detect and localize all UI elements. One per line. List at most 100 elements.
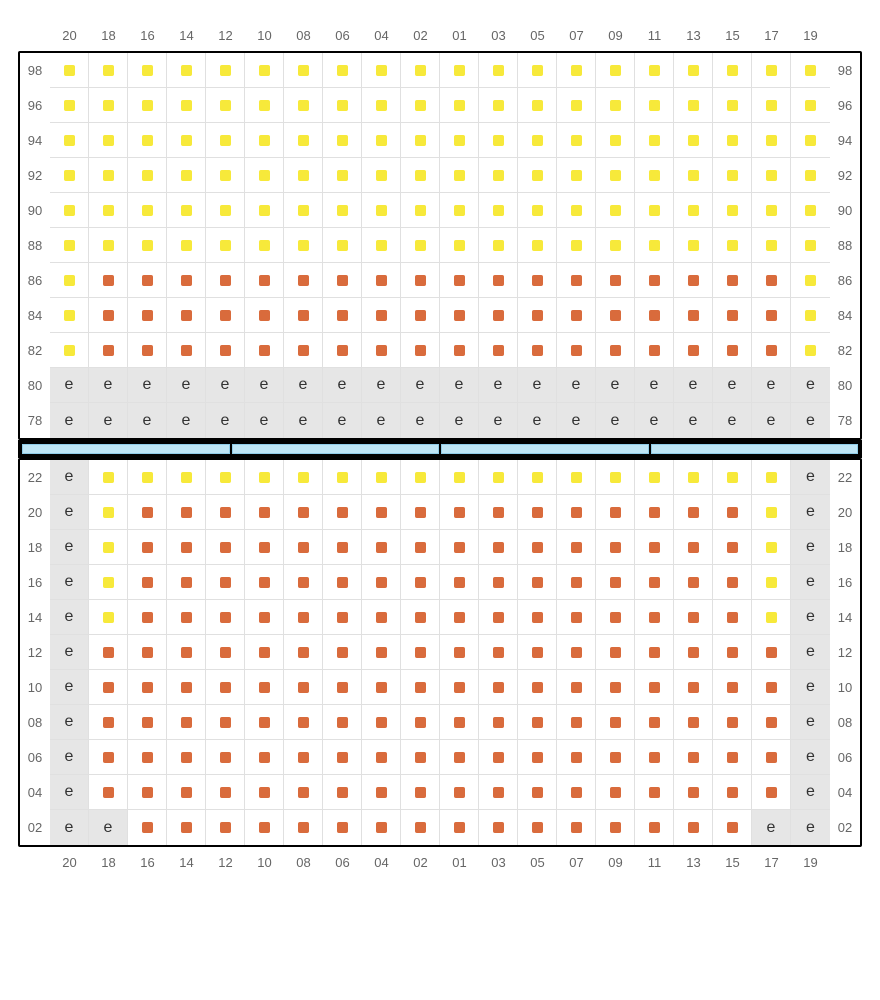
seat-cell[interactable] bbox=[518, 530, 557, 565]
seat-cell[interactable] bbox=[596, 88, 635, 123]
seat-orange[interactable] bbox=[649, 612, 660, 623]
seat-orange[interactable] bbox=[142, 345, 153, 356]
seat-orange[interactable] bbox=[181, 275, 192, 286]
seat-yellow[interactable] bbox=[415, 100, 426, 111]
seat-orange[interactable] bbox=[454, 787, 465, 798]
seat-cell[interactable] bbox=[674, 333, 713, 368]
seat-yellow[interactable] bbox=[181, 472, 192, 483]
seat-cell[interactable] bbox=[635, 123, 674, 158]
seat-orange[interactable] bbox=[532, 275, 543, 286]
seat-cell[interactable] bbox=[167, 460, 206, 495]
seat-orange[interactable] bbox=[259, 682, 270, 693]
seat-orange[interactable] bbox=[337, 822, 348, 833]
seat-orange[interactable] bbox=[766, 310, 777, 321]
seat-yellow[interactable] bbox=[181, 205, 192, 216]
seat-cell[interactable] bbox=[401, 460, 440, 495]
seat-cell[interactable] bbox=[206, 228, 245, 263]
seat-cell[interactable] bbox=[284, 263, 323, 298]
seat-orange[interactable] bbox=[103, 310, 114, 321]
seat-cell[interactable] bbox=[323, 740, 362, 775]
seat-cell[interactable] bbox=[167, 565, 206, 600]
seat-cell[interactable] bbox=[518, 298, 557, 333]
seat-yellow[interactable] bbox=[727, 100, 738, 111]
seat-cell[interactable] bbox=[557, 670, 596, 705]
seat-orange[interactable] bbox=[727, 507, 738, 518]
seat-cell[interactable] bbox=[713, 670, 752, 705]
seat-orange[interactable] bbox=[766, 787, 777, 798]
seat-orange[interactable] bbox=[142, 577, 153, 588]
seat-cell[interactable] bbox=[50, 298, 89, 333]
seat-cell[interactable] bbox=[89, 460, 128, 495]
seat-orange[interactable] bbox=[103, 682, 114, 693]
seat-cell[interactable] bbox=[479, 635, 518, 670]
seat-orange[interactable] bbox=[220, 682, 231, 693]
seat-yellow[interactable] bbox=[103, 472, 114, 483]
seat-cell[interactable] bbox=[635, 565, 674, 600]
seat-cell[interactable] bbox=[401, 670, 440, 705]
seat-yellow[interactable] bbox=[142, 170, 153, 181]
seat-yellow[interactable] bbox=[532, 170, 543, 181]
seat-orange[interactable] bbox=[454, 612, 465, 623]
seat-yellow[interactable] bbox=[64, 100, 75, 111]
seat-cell[interactable] bbox=[401, 775, 440, 810]
seat-yellow[interactable] bbox=[805, 205, 816, 216]
seat-cell[interactable] bbox=[206, 53, 245, 88]
seat-cell[interactable] bbox=[362, 530, 401, 565]
seat-cell[interactable] bbox=[674, 670, 713, 705]
seat-orange[interactable] bbox=[298, 542, 309, 553]
seat-cell[interactable] bbox=[596, 775, 635, 810]
seat-cell[interactable] bbox=[518, 775, 557, 810]
seat-orange[interactable] bbox=[259, 345, 270, 356]
seat-orange[interactable] bbox=[298, 310, 309, 321]
seat-yellow[interactable] bbox=[727, 65, 738, 76]
seat-cell[interactable] bbox=[479, 600, 518, 635]
seat-cell[interactable] bbox=[323, 810, 362, 845]
seat-orange[interactable] bbox=[142, 612, 153, 623]
seat-cell[interactable] bbox=[440, 635, 479, 670]
seat-orange[interactable] bbox=[103, 647, 114, 658]
seat-cell[interactable] bbox=[167, 298, 206, 333]
seat-orange[interactable] bbox=[610, 507, 621, 518]
seat-orange[interactable] bbox=[181, 345, 192, 356]
seat-cell[interactable] bbox=[362, 600, 401, 635]
seat-yellow[interactable] bbox=[610, 100, 621, 111]
seat-orange[interactable] bbox=[532, 542, 543, 553]
seat-cell[interactable] bbox=[479, 670, 518, 705]
seat-cell[interactable] bbox=[518, 333, 557, 368]
seat-cell[interactable] bbox=[206, 460, 245, 495]
seat-cell[interactable] bbox=[245, 158, 284, 193]
seat-cell[interactable] bbox=[323, 298, 362, 333]
seat-yellow[interactable] bbox=[298, 240, 309, 251]
seat-cell[interactable] bbox=[752, 158, 791, 193]
seat-cell[interactable] bbox=[791, 333, 830, 368]
seat-cell[interactable] bbox=[635, 228, 674, 263]
seat-orange[interactable] bbox=[610, 542, 621, 553]
seat-yellow[interactable] bbox=[259, 240, 270, 251]
seat-yellow[interactable] bbox=[805, 275, 816, 286]
seat-orange[interactable] bbox=[727, 345, 738, 356]
seat-cell[interactable] bbox=[362, 193, 401, 228]
seat-orange[interactable] bbox=[688, 717, 699, 728]
seat-orange[interactable] bbox=[376, 310, 387, 321]
seat-cell[interactable] bbox=[713, 775, 752, 810]
seat-yellow[interactable] bbox=[415, 240, 426, 251]
seat-cell[interactable] bbox=[713, 565, 752, 600]
seat-orange[interactable] bbox=[688, 822, 699, 833]
seat-orange[interactable] bbox=[454, 310, 465, 321]
seat-cell[interactable] bbox=[596, 495, 635, 530]
seat-orange[interactable] bbox=[259, 647, 270, 658]
seat-cell[interactable] bbox=[89, 495, 128, 530]
seat-orange[interactable] bbox=[298, 682, 309, 693]
seat-cell[interactable] bbox=[440, 495, 479, 530]
seat-yellow[interactable] bbox=[337, 135, 348, 146]
seat-cell[interactable] bbox=[245, 123, 284, 158]
seat-cell[interactable] bbox=[284, 565, 323, 600]
seat-cell[interactable] bbox=[713, 193, 752, 228]
seat-orange[interactable] bbox=[454, 647, 465, 658]
seat-orange[interactable] bbox=[337, 787, 348, 798]
seat-orange[interactable] bbox=[610, 787, 621, 798]
seat-orange[interactable] bbox=[376, 275, 387, 286]
seat-cell[interactable] bbox=[713, 333, 752, 368]
seat-cell[interactable] bbox=[596, 670, 635, 705]
seat-orange[interactable] bbox=[415, 822, 426, 833]
